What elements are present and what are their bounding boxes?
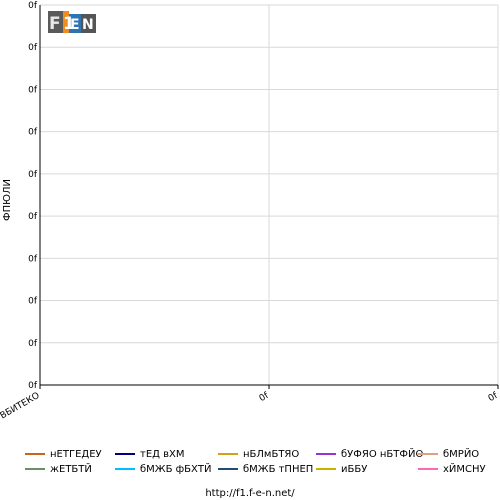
legend: нЕТГЕДЕУ тЕД вХМ нБЛмБТЯО бУФЯО нБТФЙО бМРЙО… — [25, 447, 486, 475]
y-tick-label: 0f — [28, 254, 38, 264]
y-tick-label: 0f — [28, 43, 38, 53]
svg-text:E: E — [70, 17, 80, 33]
legend-label: хЙМСНУ — [443, 462, 486, 475]
legend-item[interactable]: бМРЙО — [418, 447, 479, 460]
legend-item[interactable]: иББУ — [316, 464, 367, 475]
y-tick-label: 0f — [28, 381, 38, 391]
y-tick-label: 0f — [28, 339, 38, 349]
legend-label: иББУ — [341, 464, 367, 475]
legend-label: нЕТГЕДЕУ — [50, 449, 102, 460]
svg-text:F: F — [49, 14, 61, 34]
y-tick-label: 0f — [28, 85, 38, 95]
y-axis-label: ФПЮЛИ — [2, 179, 13, 221]
y-tick-label: 0f — [28, 128, 38, 138]
y-tick-label: 0f — [28, 1, 38, 11]
legend-item[interactable]: бМЖБ тПНЕП — [218, 464, 313, 475]
svg-text:N: N — [82, 17, 94, 33]
legend-item[interactable]: хЙМСНУ — [418, 462, 486, 475]
legend-label: бМЖБ тПНЕП — [243, 464, 313, 475]
legend-label: бМЖБ фБХТЙ — [140, 462, 211, 475]
y-tick-labels: 0f 0f 0f 0f 0f 0f 0f 0f 0f 0f — [28, 1, 38, 391]
legend-item[interactable]: бМЖБ фБХТЙ — [115, 462, 211, 475]
svg-text:1: 1 — [63, 14, 75, 34]
legend-item[interactable]: нЕТГЕДЕУ — [25, 449, 102, 460]
y-tick-label: 0f — [28, 212, 38, 222]
f1-logo-icon: F 1 E N — [46, 8, 98, 36]
legend-label: нБЛмБТЯО — [243, 449, 299, 460]
legend-item[interactable]: бУФЯО нБТФЙО — [316, 447, 423, 460]
legend-label: тЕД вХМ — [140, 449, 185, 460]
footer-url[interactable]: http://f1.f-e-n.net/ — [205, 488, 295, 499]
legend-item[interactable]: жЕТБТЙ — [25, 462, 92, 475]
y-tick-label: 0f — [28, 170, 38, 180]
legend-label: бУФЯО нБТФЙО — [341, 447, 423, 460]
legend-item[interactable]: тЕД вХМ — [115, 449, 185, 460]
axes — [39, 5, 499, 389]
legend-label: бМРЙО — [443, 447, 479, 460]
legend-item[interactable]: нБЛмБТЯО — [218, 449, 299, 460]
legend-label: жЕТБТЙ — [50, 462, 92, 475]
y-tick-label: 0f — [28, 297, 38, 307]
